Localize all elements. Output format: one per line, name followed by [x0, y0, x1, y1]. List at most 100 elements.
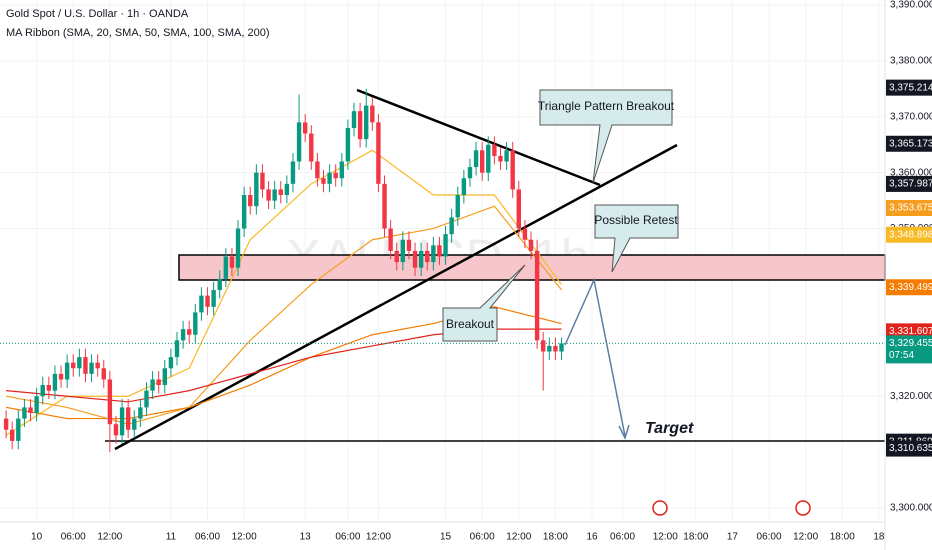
candle-body: [296, 122, 302, 162]
y-tick-label: 3,300.000: [890, 503, 932, 514]
y-tick-label: 3,390.000: [890, 0, 932, 11]
price-tag-label: 3,365.173: [889, 138, 932, 149]
candle-body: [107, 379, 113, 425]
candle-body: [156, 379, 161, 386]
candle-body: [241, 195, 247, 229]
candle-body: [138, 407, 143, 419]
arrow-head: [618, 424, 630, 441]
rising-trendline: [114, 143, 678, 451]
candle-body: [132, 418, 137, 430]
callout-text: Triangle Pattern Breakout: [538, 99, 675, 113]
x-tick-label: 12:00: [653, 532, 678, 543]
price-tag: [886, 440, 932, 457]
candle-body: [553, 345, 558, 352]
price-tag: [886, 279, 932, 296]
candle-body: [345, 127, 351, 162]
price-tag: [886, 200, 932, 217]
candle-body: [89, 362, 94, 374]
candle-body: [71, 362, 76, 369]
candle-body: [223, 256, 229, 279]
candle-body: [199, 295, 204, 313]
x-tick-label: 06:00: [470, 532, 495, 543]
falling-trendline: [356, 88, 601, 187]
price-tag-label: 3,348.898: [889, 229, 932, 240]
candle-body: [83, 357, 88, 374]
candle-body: [229, 256, 235, 268]
x-tick-label: 12:00: [793, 532, 818, 543]
candle-body: [266, 189, 271, 201]
candle-body: [10, 429, 15, 441]
x-tick-label: 12:00: [232, 532, 257, 543]
x-tick-label: 18:00: [830, 532, 855, 543]
candle-body: [327, 172, 332, 184]
callout: Possible Retest: [594, 204, 679, 273]
candle-body: [437, 245, 442, 257]
candle-body: [144, 390, 149, 408]
candle-body: [16, 418, 21, 441]
x-tick-label: 06:00: [610, 532, 635, 543]
candle-body: [449, 217, 454, 235]
candle-body: [302, 122, 308, 134]
candle-body: [278, 189, 283, 196]
candle-body: [321, 178, 326, 184]
y-tick-label: 3,320.000: [890, 391, 932, 402]
candle-body: [3, 418, 9, 430]
resistance-zone: [178, 254, 886, 281]
candle-body: [479, 150, 485, 173]
candle-body: [52, 373, 58, 391]
candle-body: [290, 161, 296, 184]
callout-text: Breakout: [446, 317, 495, 331]
candle-body: [174, 340, 180, 358]
candle-body: [34, 396, 39, 413]
candle-body: [101, 368, 106, 380]
event-icon[interactable]: [795, 500, 811, 516]
x-tick-label: 18:00: [683, 532, 708, 543]
x-tick-label: 16: [586, 532, 598, 543]
candle-body: [522, 228, 528, 240]
candle-body: [260, 172, 265, 190]
candle-body: [119, 407, 125, 436]
candle-body: [77, 357, 82, 369]
candle-body: [254, 172, 259, 207]
candle-body: [498, 155, 503, 162]
x-tick-label: 17: [727, 532, 739, 543]
callout-box: [442, 264, 526, 342]
candle-body: [547, 345, 552, 352]
candle-body: [492, 144, 497, 156]
candle-body: [333, 172, 338, 179]
callout: Breakout: [442, 264, 526, 342]
candle-body: [193, 312, 198, 335]
candle-body: [309, 133, 314, 162]
price-tag: [886, 335, 932, 364]
candle-body: [516, 189, 521, 229]
price-tag-label: 3,339.499: [889, 282, 932, 293]
event-icon[interactable]: [652, 500, 668, 516]
x-tick-label: 06:00: [335, 532, 360, 543]
candle-body: [473, 150, 479, 168]
candles: [3, 88, 564, 453]
x-tick-label: 06:00: [61, 532, 86, 543]
candle-body: [461, 178, 467, 196]
candle-body: [64, 362, 70, 380]
candle-body: [272, 189, 277, 201]
candle-body: [235, 228, 241, 268]
y-tick-label: 3,380.000: [890, 56, 932, 67]
target-label: Target: [645, 420, 694, 437]
x-tick-label: 18:00: [543, 532, 568, 543]
candle-body: [388, 228, 393, 251]
candle-body: [339, 161, 344, 179]
candle-body: [486, 144, 491, 173]
price-tag-label: 3,375.214: [889, 82, 932, 93]
candle-body: [467, 167, 473, 179]
candle-body: [364, 105, 369, 140]
price-tag: [886, 323, 932, 340]
candle-body: [28, 407, 33, 413]
candle-body: [187, 329, 192, 335]
x-tick-label: 12:00: [366, 532, 391, 543]
candle-body: [357, 111, 363, 140]
candle-body: [394, 250, 399, 263]
candle-body: [180, 329, 186, 341]
candle-body: [125, 407, 131, 430]
candle-body: [528, 239, 534, 251]
callout-box: [594, 204, 679, 273]
